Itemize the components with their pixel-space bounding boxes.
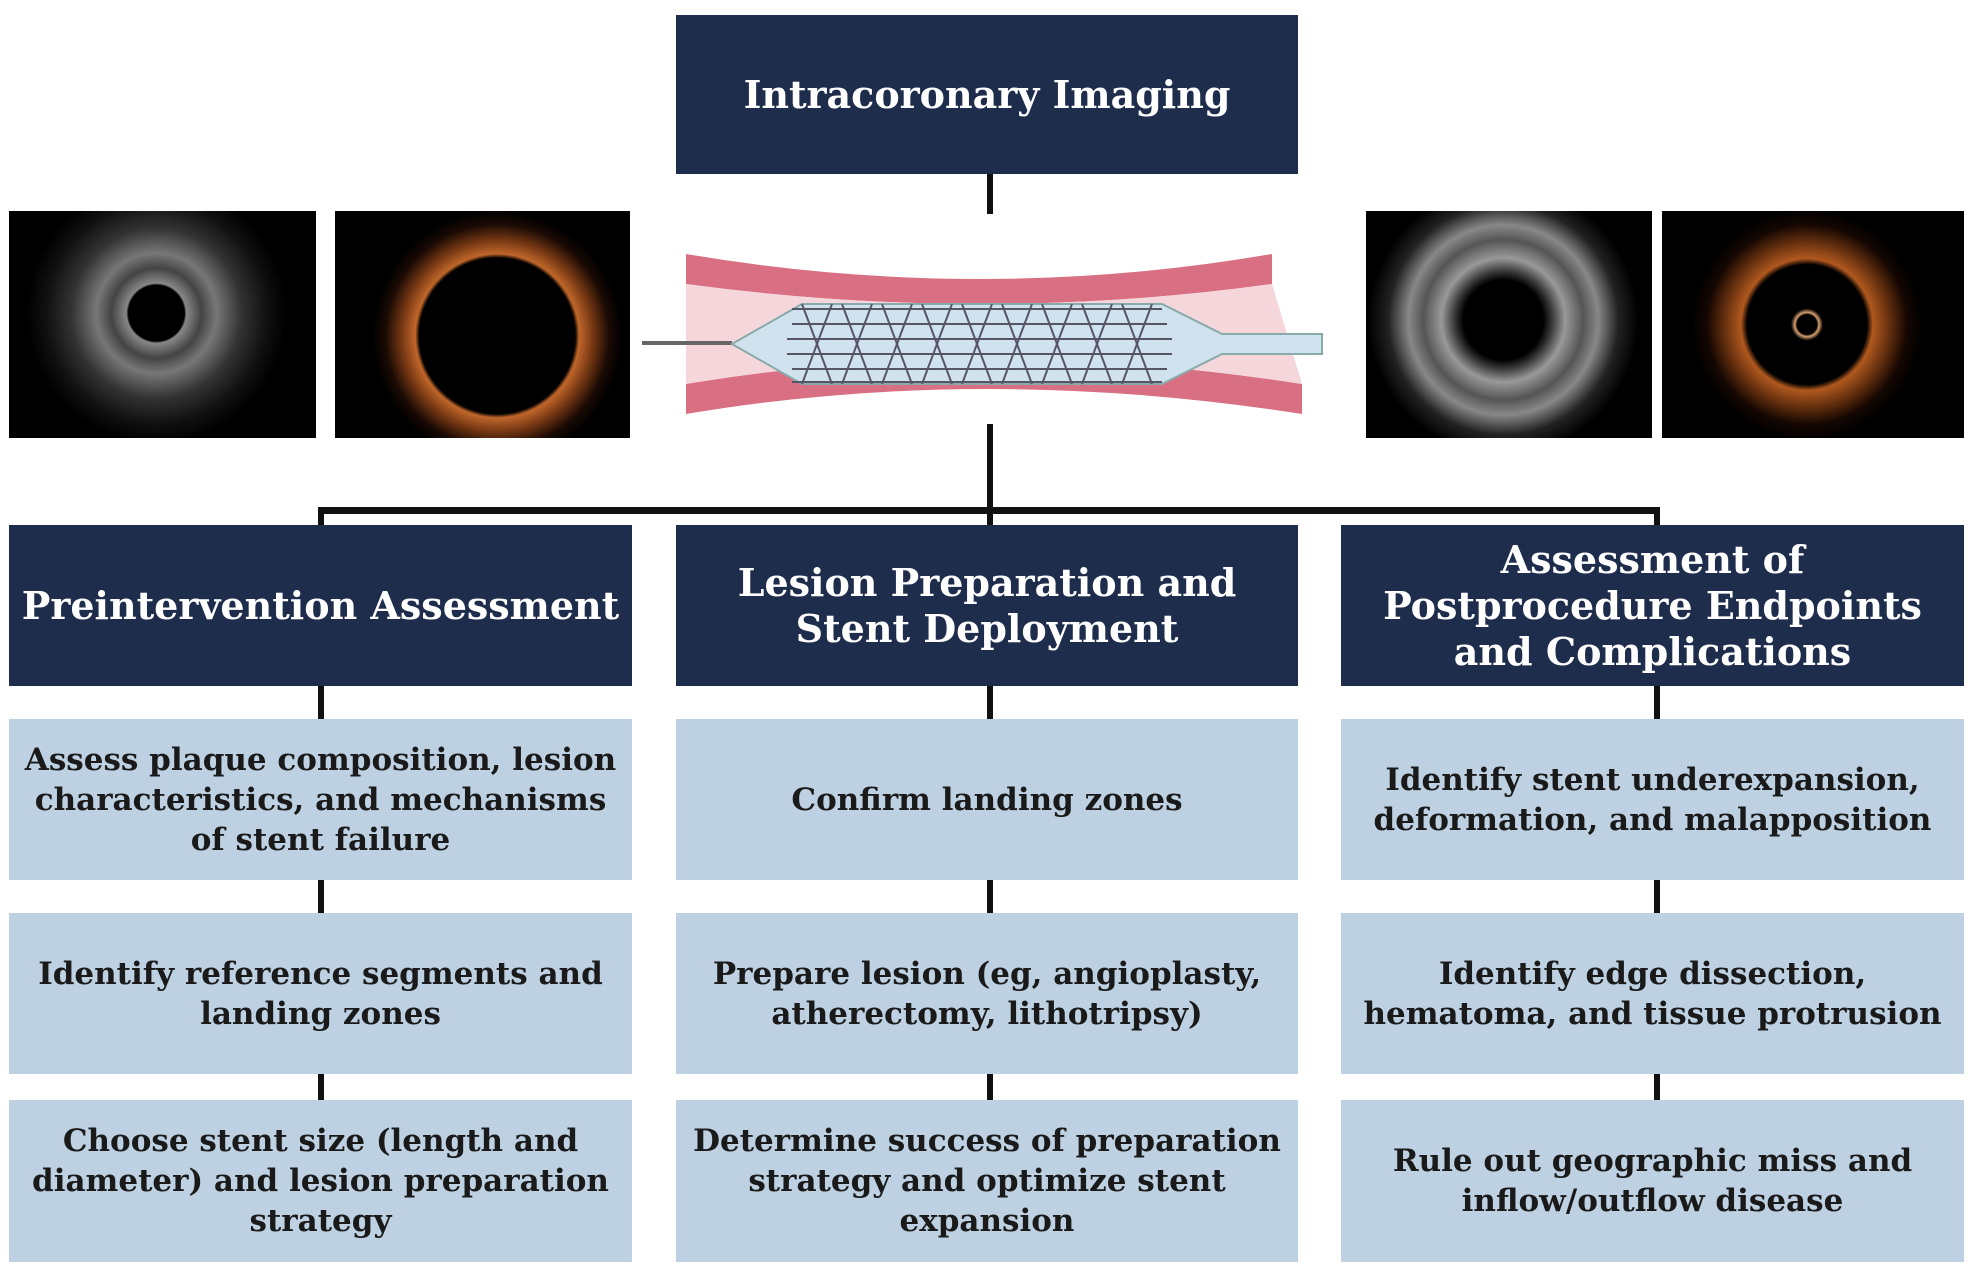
step-text: Choose stent size (length and diameter) …	[32, 1123, 609, 1239]
step-text: Determine success of preparation strateg…	[693, 1123, 1281, 1239]
column-header-preintervention: Preintervention Assessment	[9, 525, 632, 686]
connector-center	[987, 424, 993, 525]
step-box: Prepare lesion (eg, angioplasty, atherec…	[676, 913, 1298, 1074]
connector-right	[1654, 507, 1660, 525]
step-text: Prepare lesion (eg, angioplasty, atherec…	[712, 955, 1262, 1032]
step-text: Identify stent underexpansion, deformati…	[1373, 761, 1932, 838]
step-box: Choose stent size (length and diameter) …	[9, 1100, 632, 1262]
connector-horizontal	[318, 507, 1660, 514]
oct-preintervention-image	[335, 211, 630, 438]
step-box: Identify edge dissection, hematoma, and …	[1341, 913, 1964, 1074]
step-box: Determine success of preparation strateg…	[676, 1100, 1298, 1262]
column-spine-1	[318, 686, 324, 1100]
ivus-poststent-image	[1366, 211, 1652, 438]
column-spine-2	[987, 686, 993, 1100]
step-box: Assess plaque composition, lesion charac…	[9, 719, 632, 880]
step-box: Confirm landing zones	[676, 719, 1298, 880]
step-box: Rule out geographic miss and inflow/outf…	[1341, 1100, 1964, 1262]
column-header-lesion-preparation: Lesion Preparation and Stent Deployment	[676, 525, 1298, 686]
oct-poststent-image	[1662, 211, 1964, 438]
step-text: Identify edge dissection, hematoma, and …	[1363, 955, 1942, 1032]
title-box: Intracoronary Imaging	[676, 15, 1298, 174]
column-header-label: Assessment of Postprocedure Endpoints an…	[1383, 536, 1922, 674]
title: Intracoronary Imaging	[743, 71, 1231, 117]
step-box: Identify stent underexpansion, deformati…	[1341, 719, 1964, 880]
step-text: Identify reference segments and landing …	[38, 955, 603, 1032]
connector-top	[987, 174, 993, 214]
column-header-label: Lesion Preparation and Stent Deployment	[737, 559, 1237, 651]
step-text: Confirm landing zones	[791, 781, 1183, 818]
step-text: Rule out geographic miss and inflow/outf…	[1392, 1143, 1913, 1219]
ivus-preintervention-image	[9, 211, 316, 438]
column-spine-3	[1654, 686, 1660, 1100]
step-box: Identify reference segments and landing …	[9, 913, 632, 1074]
stent-illustration	[642, 254, 1323, 414]
column-header-label: Preintervention Assessment	[21, 582, 620, 628]
step-text: Assess plaque composition, lesion charac…	[24, 741, 617, 858]
connector-left	[318, 507, 324, 525]
column-header-postprocedure: Assessment of Postprocedure Endpoints an…	[1341, 525, 1964, 686]
